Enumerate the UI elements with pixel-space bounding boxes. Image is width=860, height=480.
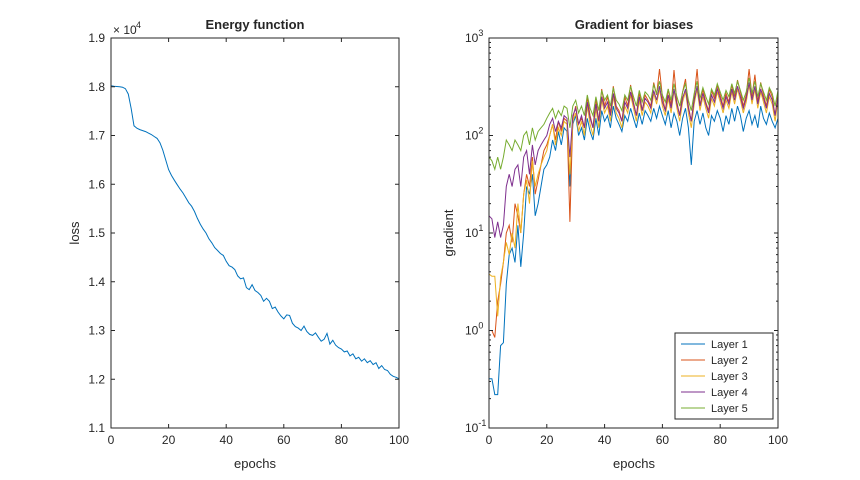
energy-plot-area: 0 20 40 60 80 100 1.1 1.2 1.3 1.4 1.5 1.6 1.7 1.8 1.9 [88,31,409,447]
gradient-y-tick-label: 10-1 [465,418,486,435]
energy-y-tick-label: 1.4 [88,275,105,289]
energy-series-line-1 [111,85,399,380]
energy-y-tick-label: 1.7 [88,129,105,143]
energy-y-tick-label: 1.3 [88,324,105,338]
energy-y-tick-label: 1.9 [88,31,105,45]
gradient-series-line-3 [489,84,778,317]
gradient-x-tick-label: 0 [486,433,493,447]
energy-y-tick-label: 1.5 [88,226,105,240]
legend-label-layer-2: Layer 2 [711,355,748,367]
energy-y-tick-label: 1.2 [88,372,105,386]
gradient-series-line-1 [489,104,778,396]
energy-y-axis-label: loss [67,221,82,245]
gradient-x-axis-label: epochs [613,456,655,471]
gradient-x-tick-label: 100 [768,433,788,447]
legend-label-layer-4: Layer 4 [711,387,748,399]
gradient-biases-chart: Gradient for biases 0 20 40 60 80 100 10-1 100 1… [441,17,788,471]
energy-x-tick-label: 20 [162,433,176,447]
gradient-plot-area: 0 20 40 60 80 100 10-1 100 101 102 103 [465,28,788,447]
energy-y-exponent: × 10 4 [113,20,141,37]
gradient-chart-title: Gradient for biases [575,17,693,32]
gradient-x-tick-label: 80 [714,433,728,447]
energy-x-tick-label: 0 [108,433,115,447]
gradient-y-axis-label: gradient [441,209,456,256]
gradient-y-tick-label: 100 [465,321,483,338]
gradient-series-line-4 [489,82,778,238]
energy-x-tick-label: 40 [220,433,234,447]
gradient-legend: Layer 1 Layer 2 Layer 3 Layer 4 Layer 5 [674,332,774,420]
gradient-x-tick-label: 20 [540,433,554,447]
energy-y-tick-label: 1.6 [88,177,105,191]
energy-x-axis-label: epochs [234,456,276,471]
energy-function-chart: Energy function 0 20 40 60 80 100 1.1 1.2 1.3 1.4… [67,17,409,471]
energy-x-tick-label: 100 [389,433,409,447]
energy-y-exponent-base: × 10 [113,23,137,37]
legend-label-layer-3: Layer 3 [711,371,748,383]
gradient-x-tick-label: 40 [598,433,612,447]
gradient-y-tick-label: 103 [465,28,483,45]
energy-y-exponent-power: 4 [136,20,141,30]
energy-x-tick-label: 80 [335,433,349,447]
legend-label-layer-5: Layer 5 [711,403,748,415]
gradient-series-line-5 [489,77,778,172]
gradient-y-tick-label: 101 [465,223,483,240]
energy-y-tick-label: 1.1 [88,421,105,435]
gradient-x-tick-label: 60 [656,433,670,447]
legend-label-layer-1: Layer 1 [711,339,748,351]
gradient-y-tick-label: 102 [465,126,483,143]
energy-x-tick-label: 60 [277,433,291,447]
energy-chart-title: Energy function [206,17,305,32]
energy-y-tick-label: 1.8 [88,80,105,94]
